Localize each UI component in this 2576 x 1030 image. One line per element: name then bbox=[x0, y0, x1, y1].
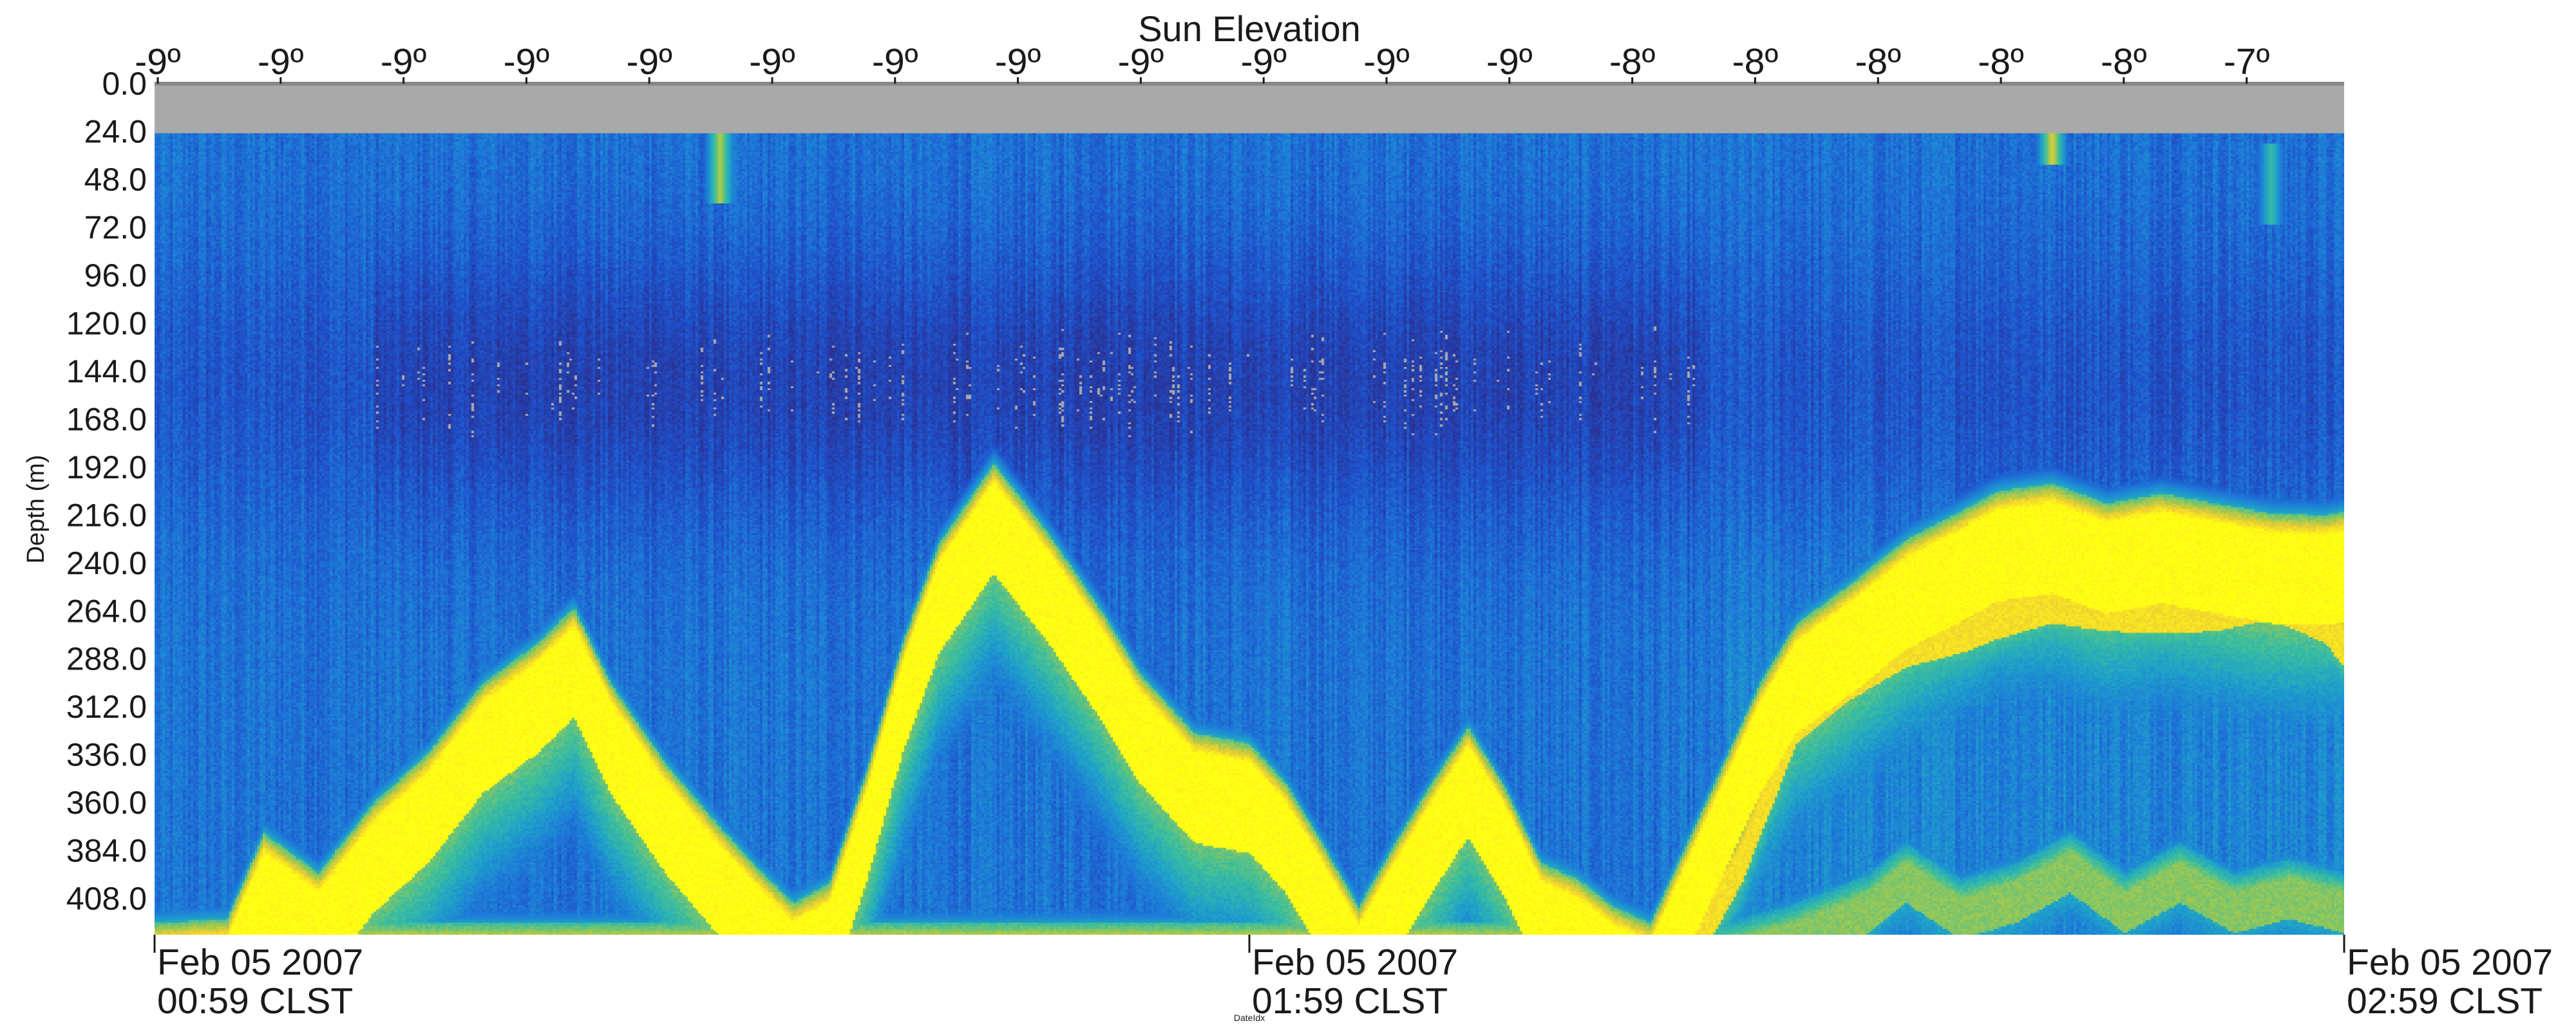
depth-tick-label: 288.0 bbox=[66, 641, 147, 677]
depth-tick-label: 144.0 bbox=[66, 353, 147, 389]
depth-tick-label: 216.0 bbox=[66, 497, 147, 533]
top-tick-label: -7º bbox=[2224, 41, 2270, 82]
top-tick-label: -9º bbox=[1363, 41, 1410, 82]
depth-tick-label: 192.0 bbox=[66, 449, 147, 485]
top-tick-label: -9º bbox=[504, 41, 550, 82]
depth-tick-label: 312.0 bbox=[66, 689, 147, 725]
top-tick-label: -8º bbox=[2101, 41, 2147, 82]
top-tick-label: -8º bbox=[1978, 41, 2024, 82]
depth-tick-label: 0.0 bbox=[102, 66, 147, 102]
depth-tick-label: 336.0 bbox=[66, 737, 147, 773]
top-tick-label: -8º bbox=[1609, 41, 1656, 82]
depth-tick-label: 384.0 bbox=[66, 833, 147, 869]
depth-tick-label: 264.0 bbox=[66, 593, 147, 629]
time-tick-date: Feb 05 2007 bbox=[1252, 942, 1458, 983]
top-tick-label: -9º bbox=[1486, 41, 1533, 82]
top-tick-label: -9º bbox=[135, 41, 181, 82]
top-tick-label: -9º bbox=[1118, 41, 1164, 82]
top-tick-label: -8º bbox=[1732, 41, 1779, 82]
top-tick-label: -9º bbox=[749, 41, 795, 82]
time-tick-time: 01:59 CLST bbox=[1252, 980, 1448, 1022]
top-tick-label: -8º bbox=[1855, 41, 1901, 82]
top-tick-label: -9º bbox=[381, 41, 427, 82]
depth-tick-label: 120.0 bbox=[66, 305, 147, 341]
depth-tick-label: 408.0 bbox=[66, 881, 147, 917]
time-tick-time: 02:59 CLST bbox=[2347, 980, 2543, 1022]
top-tick-label: -9º bbox=[258, 41, 304, 82]
depth-tick-label: 48.0 bbox=[84, 162, 147, 198]
top-tick-label: -9º bbox=[995, 41, 1041, 82]
depth-tick-label: 168.0 bbox=[66, 401, 147, 437]
time-tick-date: Feb 05 2007 bbox=[157, 942, 363, 983]
time-tick-date: Feb 05 2007 bbox=[2347, 942, 2553, 983]
depth-axis-title: Depth (m) bbox=[23, 455, 50, 564]
time-tick-time: 00:59 CLST bbox=[157, 980, 353, 1022]
top-tick-label: -9º bbox=[1240, 41, 1287, 82]
depth-tick-label: 360.0 bbox=[66, 785, 147, 821]
echogram-heatmap bbox=[155, 84, 2344, 935]
echogram-plot-area bbox=[155, 84, 2344, 935]
top-axis-title: Sun Elevation bbox=[1138, 8, 1361, 49]
depth-tick-label: 72.0 bbox=[84, 209, 147, 245]
depth-tick-label: 240.0 bbox=[66, 545, 147, 581]
depth-tick-label: 24.0 bbox=[84, 113, 147, 149]
top-tick-label: -9º bbox=[872, 41, 918, 82]
top-tick-label: -9º bbox=[626, 41, 672, 82]
depth-tick-label: 96.0 bbox=[84, 258, 147, 294]
x-axis-title: DateIdx bbox=[1234, 1013, 1265, 1023]
